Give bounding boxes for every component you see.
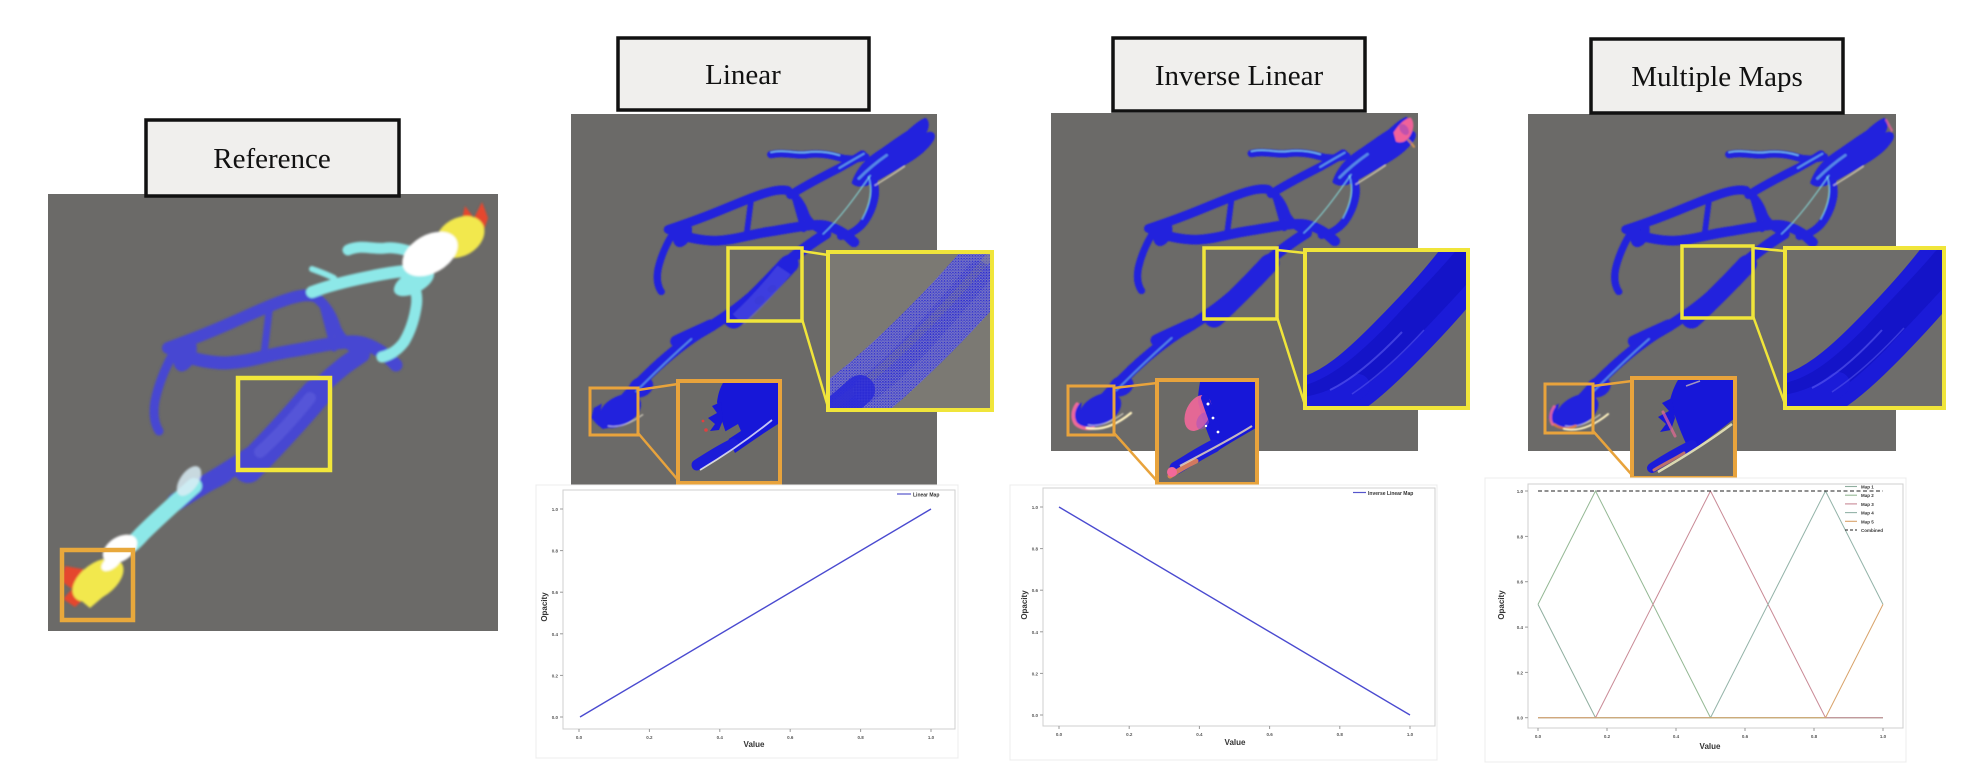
svg-text:0.4: 0.4 xyxy=(717,735,724,740)
svg-text:0.2: 0.2 xyxy=(1126,732,1133,737)
svg-text:0.8: 0.8 xyxy=(1032,547,1039,552)
svg-text:0.8: 0.8 xyxy=(552,549,559,554)
svg-text:0.6: 0.6 xyxy=(1266,732,1273,737)
svg-text:0.0: 0.0 xyxy=(1032,713,1039,718)
svg-text:0.8: 0.8 xyxy=(857,735,864,740)
svg-text:1.0: 1.0 xyxy=(552,507,559,512)
svg-text:0.6: 0.6 xyxy=(1032,588,1039,593)
svg-text:Map 1: Map 1 xyxy=(1861,485,1874,490)
svg-text:0.0: 0.0 xyxy=(552,715,559,720)
svg-text:1.0: 1.0 xyxy=(1407,732,1414,737)
svg-text:Value: Value xyxy=(1700,742,1721,751)
svg-text:Value: Value xyxy=(744,740,765,749)
svg-text:0.6: 0.6 xyxy=(787,735,794,740)
svg-text:0.4: 0.4 xyxy=(1032,630,1039,635)
svg-text:0.6: 0.6 xyxy=(1517,580,1524,585)
svg-text:Opacity: Opacity xyxy=(540,592,549,622)
svg-text:0.8: 0.8 xyxy=(1811,734,1818,739)
svg-text:0.6: 0.6 xyxy=(552,590,559,595)
svg-text:Linear Map: Linear Map xyxy=(913,493,939,499)
svg-text:0.0: 0.0 xyxy=(1056,732,1063,737)
svg-text:1.0: 1.0 xyxy=(1880,734,1887,739)
svg-text:0.2: 0.2 xyxy=(552,673,559,678)
svg-text:Multiple Maps: Multiple Maps xyxy=(1631,61,1803,93)
svg-text:Inverse Linear Map: Inverse Linear Map xyxy=(1368,491,1413,497)
svg-text:0.8: 0.8 xyxy=(1337,732,1344,737)
svg-text:0.4: 0.4 xyxy=(552,632,559,637)
svg-text:Opacity: Opacity xyxy=(1497,590,1506,620)
svg-text:Inverse Linear: Inverse Linear xyxy=(1155,60,1324,92)
svg-text:Combined: Combined xyxy=(1861,528,1883,533)
svg-text:0.2: 0.2 xyxy=(1604,734,1611,739)
svg-text:Map 4: Map 4 xyxy=(1861,511,1874,516)
svg-text:0.2: 0.2 xyxy=(646,735,653,740)
svg-text:Map 5: Map 5 xyxy=(1861,519,1874,524)
svg-text:0.2: 0.2 xyxy=(1032,671,1039,676)
svg-text:0.0: 0.0 xyxy=(1535,734,1542,739)
svg-text:Map 2: Map 2 xyxy=(1861,493,1874,498)
svg-text:0.6: 0.6 xyxy=(1742,734,1749,739)
svg-text:0.2: 0.2 xyxy=(1517,670,1524,675)
svg-text:Reference: Reference xyxy=(213,143,331,175)
svg-text:0.4: 0.4 xyxy=(1196,732,1203,737)
svg-text:Value: Value xyxy=(1225,738,1246,747)
svg-text:0.4: 0.4 xyxy=(1673,734,1680,739)
svg-text:Opacity: Opacity xyxy=(1020,590,1029,620)
svg-text:1.0: 1.0 xyxy=(1517,489,1524,494)
svg-text:0.0: 0.0 xyxy=(576,735,583,740)
svg-text:1.0: 1.0 xyxy=(928,735,935,740)
svg-text:0.4: 0.4 xyxy=(1517,625,1524,630)
svg-text:Map 3: Map 3 xyxy=(1861,502,1874,507)
svg-text:0.0: 0.0 xyxy=(1517,716,1524,721)
svg-text:Linear: Linear xyxy=(705,59,781,91)
svg-text:0.8: 0.8 xyxy=(1517,534,1524,539)
svg-text:1.0: 1.0 xyxy=(1032,505,1039,510)
